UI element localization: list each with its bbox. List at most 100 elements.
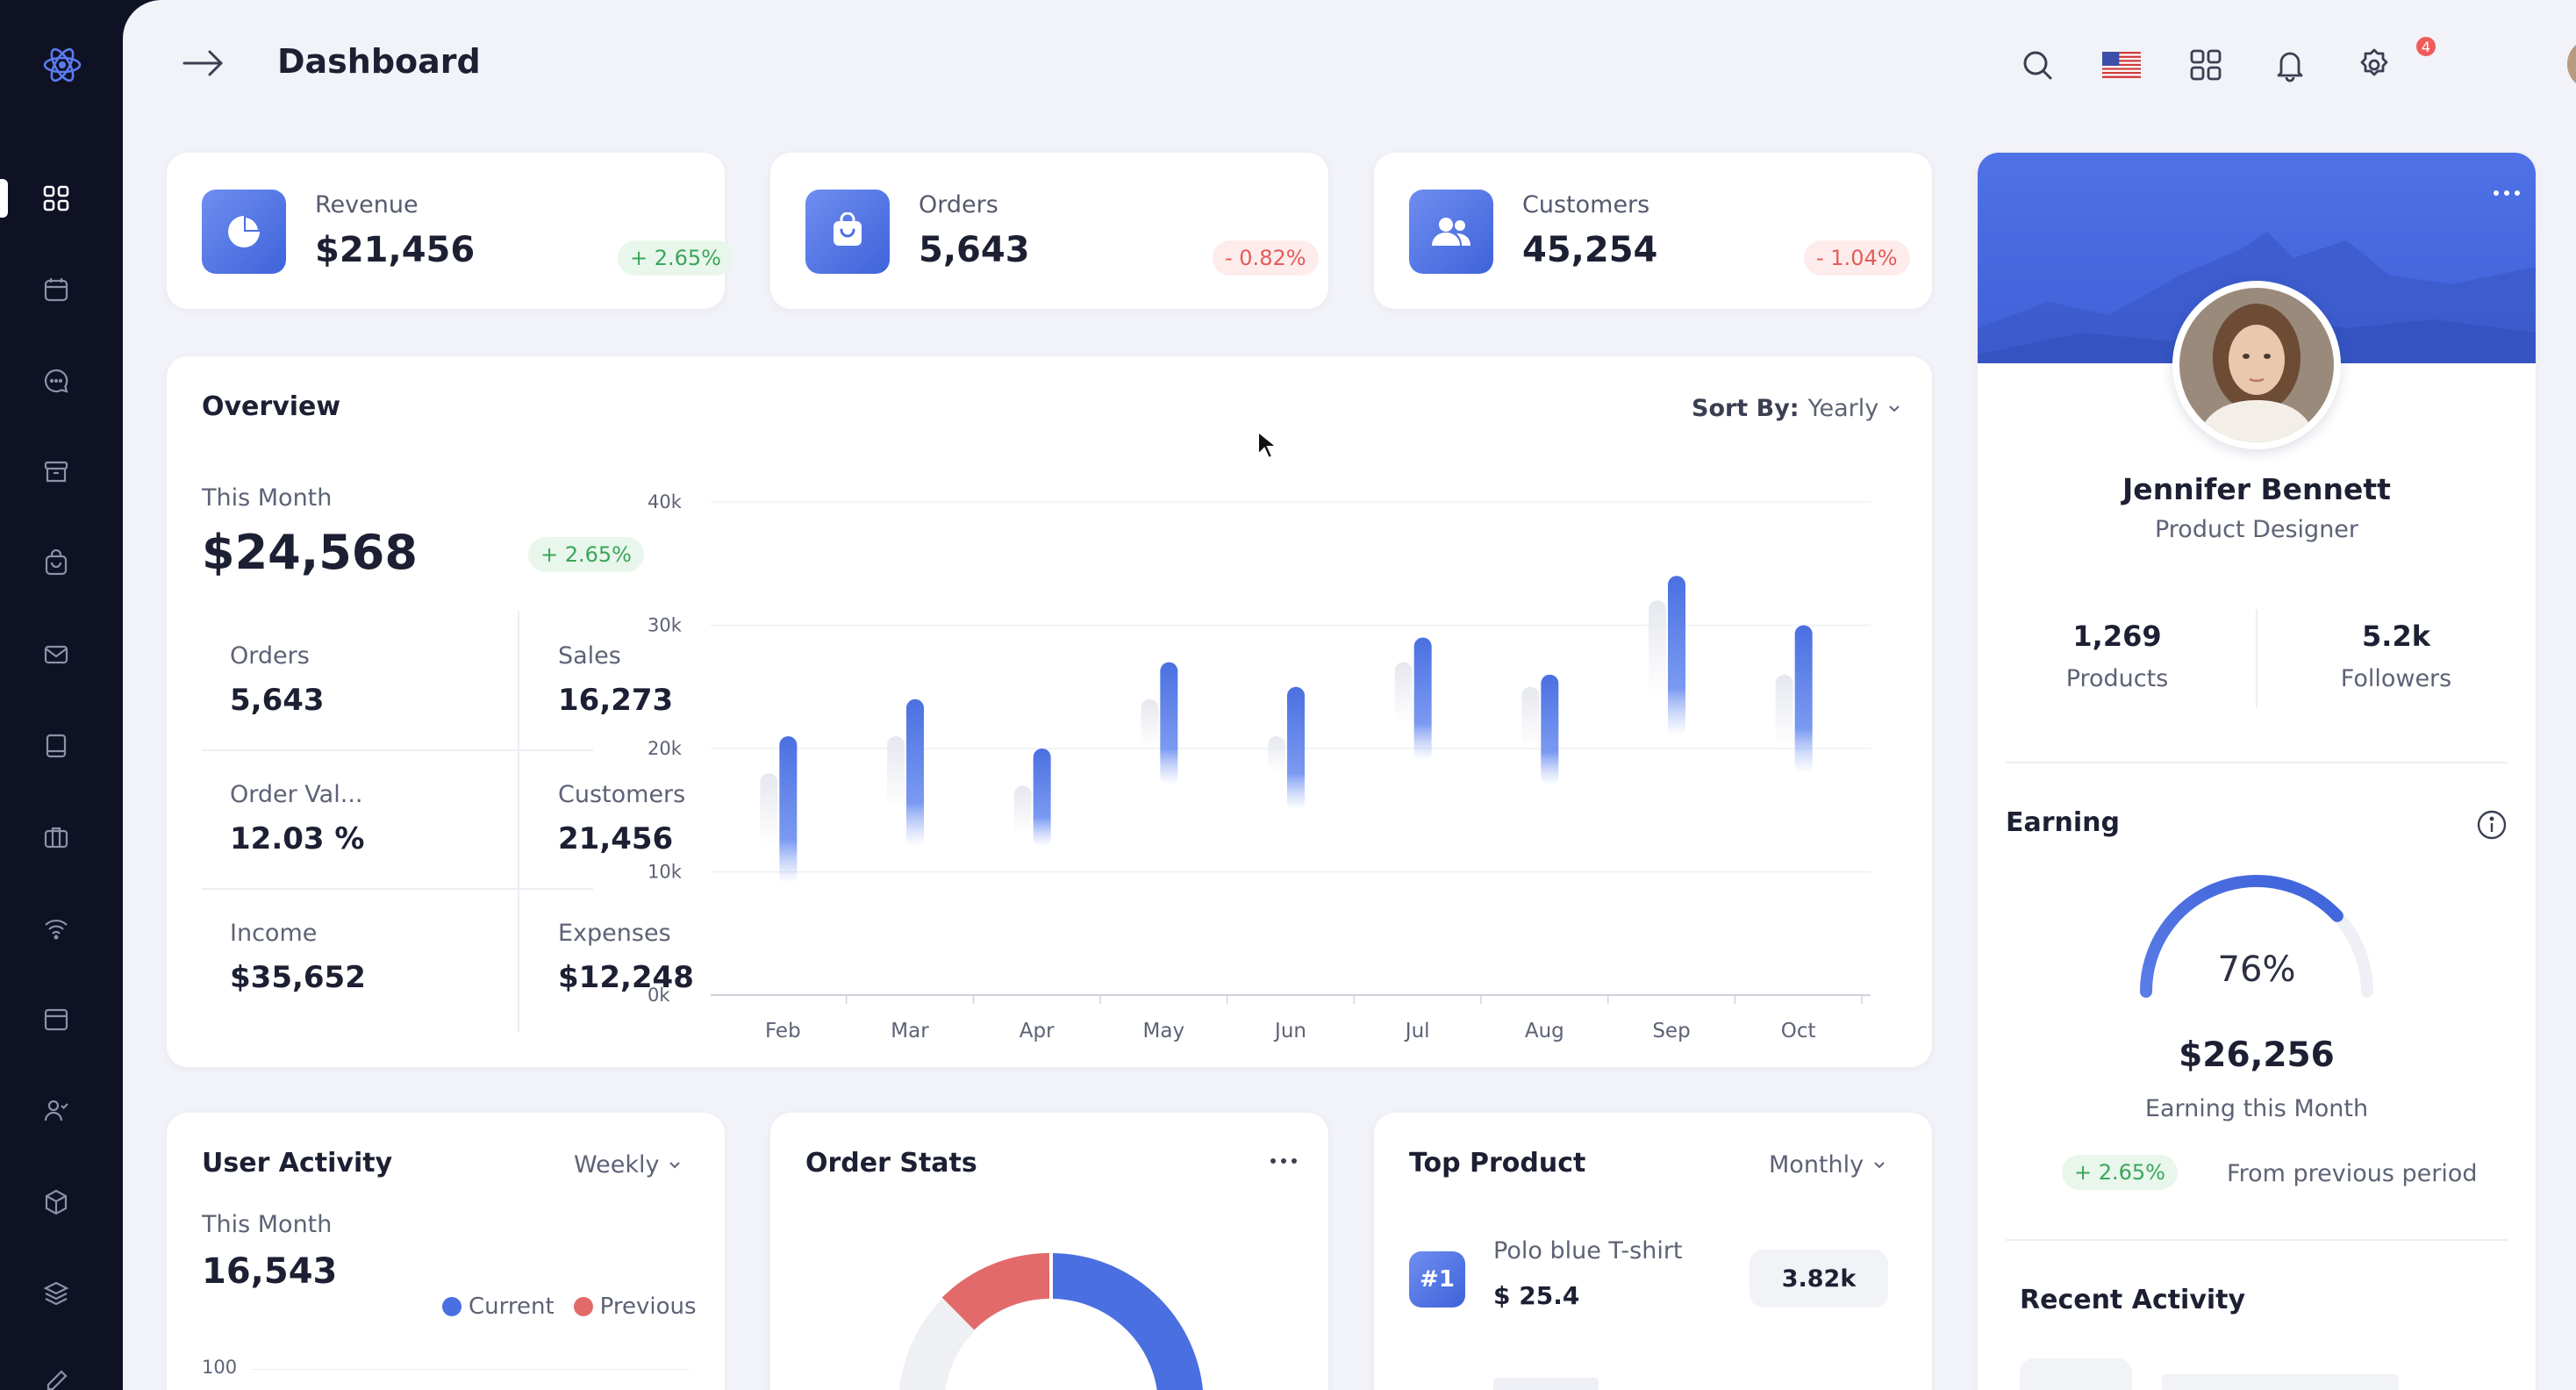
orders-card: Orders 5,643 - 0.82% <box>770 153 1328 309</box>
metric-value: $35,652 <box>230 960 366 995</box>
x-tick-label: Oct <box>1781 1020 1816 1042</box>
current-dot-icon <box>442 1297 462 1316</box>
stat-change-badge: - 0.82% <box>1213 240 1319 276</box>
earning-title: Earning <box>2006 807 2121 838</box>
sort-value: Yearly <box>1807 395 1879 422</box>
dashboard-grid-icon[interactable] <box>40 183 72 214</box>
book-icon[interactable] <box>40 730 72 762</box>
stat-label: Customers <box>1522 191 1650 219</box>
stats-divider <box>2256 609 2258 707</box>
notification-bell-icon[interactable] <box>2271 46 2309 84</box>
bar-previous <box>1141 699 1159 749</box>
expand-sidebar-arrow-icon[interactable] <box>181 46 226 84</box>
products-label: Products <box>2065 665 2169 692</box>
activity-text-cropped <box>2162 1374 2399 1390</box>
more-options-icon[interactable] <box>2492 186 2522 204</box>
earning-amount-label: Earning this Month <box>2144 1095 2369 1122</box>
y-tick-label: 20k <box>648 738 683 759</box>
bar-previous <box>1521 686 1540 749</box>
briefcase-icon[interactable] <box>40 821 72 853</box>
this-month-value: $24,568 <box>202 525 418 580</box>
product-rank-badge: #1 <box>1409 1251 1465 1308</box>
info-icon[interactable] <box>2476 809 2508 844</box>
period-value: Monthly <box>1769 1151 1864 1179</box>
metric-value: 21,456 <box>558 821 674 856</box>
stat-label: Orders <box>919 191 998 219</box>
stat-value: $21,456 <box>315 230 476 270</box>
cube-icon[interactable] <box>40 1186 72 1218</box>
earning-change-label: From previous period <box>2227 1160 2478 1187</box>
period-dropdown[interactable]: Weekly <box>574 1151 682 1179</box>
this-month-change-badge: + 2.65% <box>528 537 644 572</box>
x-tick-label: Jun <box>1273 1020 1306 1042</box>
bar-current <box>906 699 924 848</box>
y-tick-label: 0k <box>648 985 670 1006</box>
followers-label: Followers <box>2340 665 2452 692</box>
metric-label: Expenses <box>558 920 671 947</box>
legend-previous-label: Previous <box>599 1293 697 1320</box>
bar-current <box>1287 686 1305 811</box>
metric-label: Customers <box>558 781 686 808</box>
profile-avatar[interactable] <box>2172 281 2341 449</box>
apps-grid-icon[interactable] <box>2186 46 2225 84</box>
earning-amount: $26,256 <box>2179 1035 2335 1075</box>
shopping-bag-icon[interactable] <box>40 548 72 579</box>
stat-label: Revenue <box>315 191 419 219</box>
y-tick-label: 100 <box>202 1357 238 1378</box>
archive-icon[interactable] <box>40 456 72 488</box>
earning-gauge <box>2140 875 2373 998</box>
y-tick-label: 10k <box>648 862 683 883</box>
sort-dropdown[interactable]: Sort By: Yearly <box>1692 395 1901 422</box>
chart-gridline <box>251 1369 690 1370</box>
bar-previous <box>1775 674 1793 749</box>
calendar-icon[interactable] <box>40 274 72 305</box>
mouse-cursor-icon <box>1256 429 1279 463</box>
user-check-icon[interactable] <box>40 1095 72 1127</box>
search-icon[interactable] <box>2018 46 2057 84</box>
us-flag-icon[interactable] <box>2102 46 2141 84</box>
grid-divider <box>518 611 519 1032</box>
product-name: Polo blue T-shirt <box>1493 1237 1683 1265</box>
bar-current <box>1160 662 1178 786</box>
window-icon[interactable] <box>40 1004 72 1035</box>
wifi-icon[interactable] <box>40 913 72 944</box>
activity-date-badge-cropped <box>2020 1358 2132 1390</box>
stat-change-badge: + 2.65% <box>618 240 733 276</box>
pen-icon[interactable] <box>40 1365 72 1390</box>
bar-previous <box>760 773 778 848</box>
top-product-title: Top Product <box>1409 1148 1586 1179</box>
layers-icon[interactable] <box>40 1278 72 1309</box>
overview-bar-chart: 0k 10k 20k 30k 40k Feb Mar Apr May Jun Jul Aug Sep Oc… <box>648 491 1871 1042</box>
recent-activity-title: Recent Activity <box>2020 1285 2246 1315</box>
section-divider <box>2006 1239 2508 1241</box>
profile-panel: Jennifer Bennett Product Designer 1,269 … <box>1978 153 2536 1390</box>
metric-label: Income <box>230 920 318 947</box>
followers-count: 5.2k <box>2362 620 2430 653</box>
order-stats-donut-chart <box>899 1253 1203 1390</box>
y-tick-label: 40k <box>648 491 683 512</box>
customers-card: Customers 45,254 - 1.04% <box>1374 153 1932 309</box>
revenue-card: Revenue $21,456 + 2.65% <box>167 153 733 309</box>
stat-change-badge: - 1.04% <box>1804 240 1910 276</box>
settings-gear-icon[interactable] <box>2355 46 2394 84</box>
metric-value: $12,248 <box>558 960 694 995</box>
more-options-icon[interactable] <box>1269 1148 1299 1178</box>
overview-card: Overview Sort By: Yearly This Month $24,… <box>167 356 1932 1067</box>
chat-icon[interactable] <box>40 365 72 397</box>
period-dropdown[interactable]: Monthly <box>1769 1151 1886 1179</box>
bar-previous <box>1394 662 1413 724</box>
metric-value: 5,643 <box>230 683 325 718</box>
bar-current <box>1413 637 1432 762</box>
metric-value: 16,273 <box>558 683 674 718</box>
grid-divider <box>202 749 593 751</box>
metric-label: Order Val... <box>230 781 363 808</box>
x-tick-label: Apr <box>1020 1020 1055 1042</box>
x-tick-label: Sep <box>1652 1020 1690 1042</box>
user-avatar[interactable] <box>2567 39 2576 90</box>
user-activity-title: User Activity <box>202 1148 393 1179</box>
mail-icon[interactable] <box>40 639 72 670</box>
x-tick-label: Feb <box>765 1020 801 1042</box>
product-price: $ 25.4 <box>1493 1281 1580 1310</box>
react-logo-icon[interactable] <box>41 44 83 86</box>
page-title: Dashboard <box>277 42 481 81</box>
